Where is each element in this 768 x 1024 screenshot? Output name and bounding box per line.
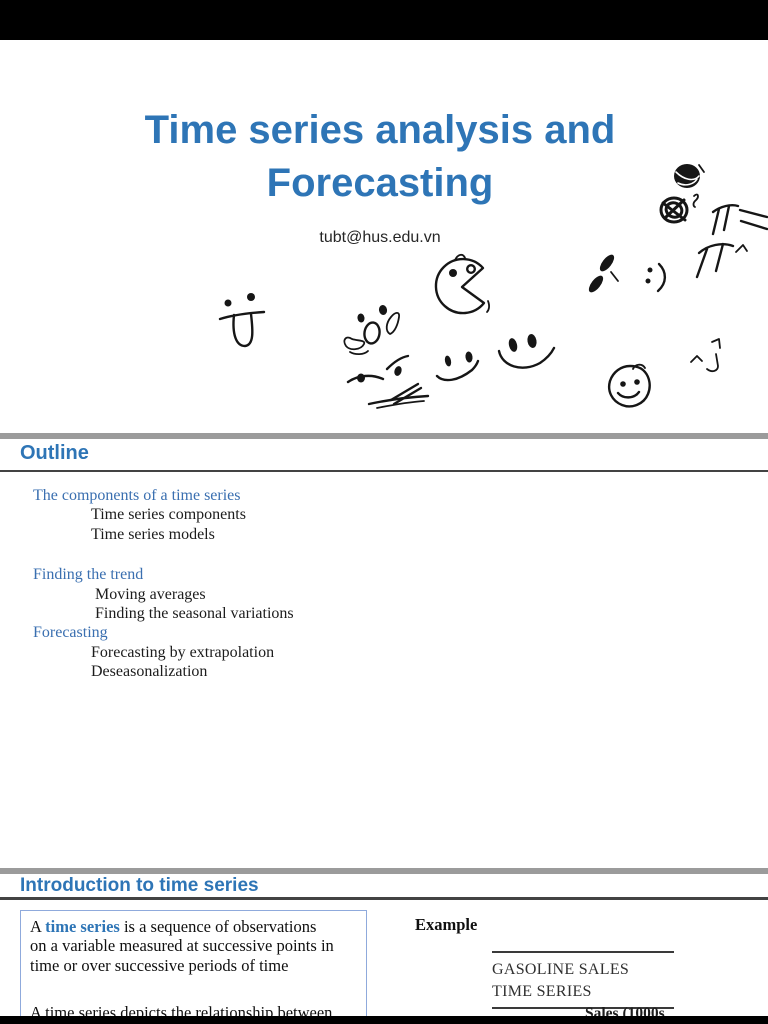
letterbox-bottom bbox=[0, 1016, 768, 1024]
pacman-face-doodle bbox=[434, 253, 486, 315]
definition-box: A time series is a sequence of observati… bbox=[20, 910, 367, 1024]
scribble-ball-top-doodle bbox=[674, 164, 705, 188]
table-top-rule bbox=[492, 951, 674, 953]
term-highlight: time series bbox=[45, 917, 120, 936]
definition-line-3: time or over successive periods of time bbox=[30, 955, 289, 975]
pi-scribble-lower-doodle bbox=[695, 242, 748, 279]
pi-scribbles-doodle bbox=[711, 204, 768, 236]
colon-smiley-doodle bbox=[645, 262, 667, 293]
outline-heading: Outline bbox=[20, 442, 89, 464]
gasoline-table: GASOLINE SALES TIME SERIES bbox=[492, 951, 674, 1009]
definition-line-1: A time series is a sequence of observati… bbox=[30, 917, 366, 936]
outline-item: Deseasonalization bbox=[91, 663, 208, 681]
outline-item: Forecasting by extrapolation bbox=[91, 643, 275, 661]
tongue-out-face-doodle bbox=[218, 293, 266, 348]
intro-heading: Introduction to time series bbox=[20, 875, 259, 896]
outline-item: Time series components bbox=[91, 506, 246, 524]
surprised-face-doodle bbox=[343, 305, 401, 356]
scribble-ball-bottom-doodle bbox=[659, 193, 699, 224]
outline-item: The components of a time series bbox=[33, 487, 241, 504]
table-mid-rule bbox=[492, 1007, 674, 1009]
sleepy-eyes-doodle bbox=[588, 254, 619, 293]
definition-line-1-rest: is a sequence of observations bbox=[119, 917, 317, 936]
title-line-2: Forecasting bbox=[266, 161, 494, 205]
outline-item: Forecasting bbox=[33, 624, 108, 642]
table-title-line-2: TIME SERIES bbox=[492, 982, 592, 1000]
presentation-title: Time series analysis and Forecasting bbox=[4, 104, 756, 210]
definition-prefix: A bbox=[30, 917, 46, 936]
outline-heading-underline bbox=[0, 470, 768, 472]
outline-list: The components of a time series Time ser… bbox=[0, 486, 768, 682]
letterbox-top bbox=[0, 0, 768, 40]
author-email: tubt@hus.edu.vn bbox=[319, 229, 441, 246]
outline-item: Time series models bbox=[91, 525, 215, 543]
slide-separator-2 bbox=[0, 868, 768, 874]
doodles-sketch bbox=[218, 164, 768, 409]
slide-separator-1 bbox=[0, 433, 768, 439]
outline-item: Moving averages bbox=[95, 585, 206, 603]
example-label: Example bbox=[415, 915, 478, 934]
intro-heading-underline bbox=[0, 897, 768, 900]
title-line-1: Time series analysis and bbox=[144, 108, 616, 152]
table-title-line-1: GASOLINE SALES bbox=[492, 961, 630, 978]
wide-smiley-face-doodle bbox=[497, 334, 556, 369]
outline-item: Finding the trend bbox=[33, 566, 144, 584]
circle-smiley-face-doodle bbox=[608, 363, 651, 408]
table-title: GASOLINE SALES TIME SERIES bbox=[492, 959, 674, 1002]
angry-face-doodle bbox=[346, 354, 430, 409]
small-scribble-marks-doodle bbox=[486, 300, 721, 373]
definition-line-2: on a variable measured at successive poi… bbox=[30, 936, 334, 956]
outline-item: Finding the seasonal variations bbox=[95, 605, 294, 623]
crooked-smiley-face-doodle bbox=[435, 351, 480, 382]
